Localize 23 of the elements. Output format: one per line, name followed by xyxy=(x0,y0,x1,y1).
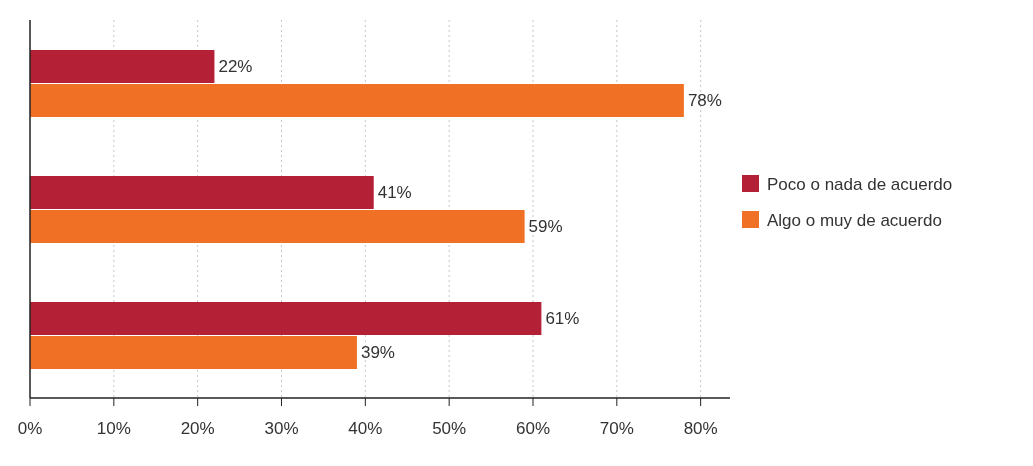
bar xyxy=(30,210,525,243)
x-tick-label: 40% xyxy=(348,419,383,438)
legend-label: Poco o nada de acuerdo xyxy=(767,174,953,194)
bar xyxy=(30,50,215,83)
x-tick-label: 70% xyxy=(599,419,634,438)
x-tick-label: 20% xyxy=(180,419,215,438)
bar xyxy=(30,336,357,369)
bar xyxy=(30,84,684,117)
x-tick-label: 50% xyxy=(432,419,467,438)
data-label: 61% xyxy=(545,309,580,329)
x-tick-label: 30% xyxy=(264,419,299,438)
legend-label: Algo o muy de acuerdo xyxy=(767,210,942,230)
data-label: 59% xyxy=(528,217,563,237)
data-label: 41% xyxy=(377,183,412,203)
bar xyxy=(30,176,374,209)
x-tick-label: 0% xyxy=(17,419,43,438)
data-label: 22% xyxy=(218,57,253,77)
x-tick-label: 10% xyxy=(96,419,131,438)
x-tick-label: 80% xyxy=(683,419,718,438)
bar xyxy=(30,302,542,335)
data-label: 78% xyxy=(687,91,722,111)
x-tick-label: 60% xyxy=(515,419,551,438)
data-label: 39% xyxy=(360,343,395,363)
